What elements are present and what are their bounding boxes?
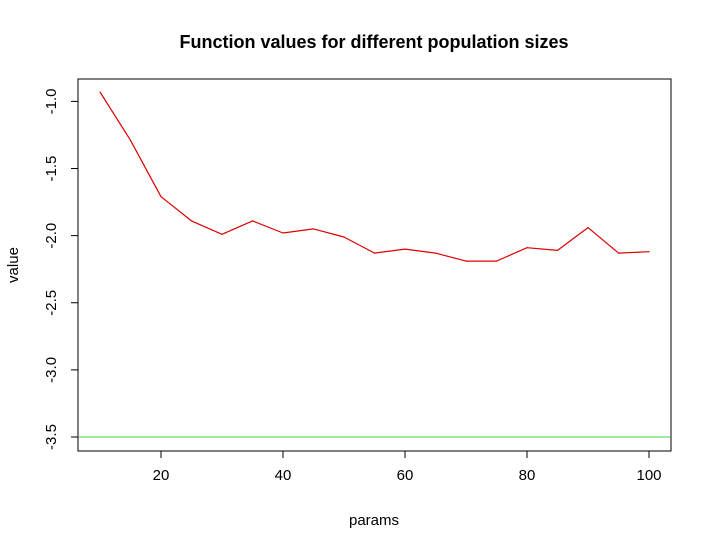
plot-frame [77, 78, 672, 452]
data-point [343, 236, 345, 238]
y-tick-label: -2.5 [43, 290, 60, 316]
data-point [617, 252, 620, 254]
data-point [648, 251, 650, 253]
y-tick-label: -1.5 [43, 156, 60, 182]
x-tick-label: 20 [153, 467, 170, 484]
data-point [99, 91, 101, 93]
data-point [190, 220, 193, 222]
series-line [99, 91, 650, 262]
chart-title: Function values for different population… [179, 32, 568, 52]
x-tick-label: 80 [519, 467, 536, 484]
y-tick-label: -3.5 [43, 424, 60, 450]
data-point [251, 220, 254, 222]
data-point [434, 252, 437, 254]
data-point [129, 139, 132, 141]
series-layer [99, 91, 650, 262]
y-tick-label: -3.0 [43, 357, 60, 383]
data-point [556, 249, 559, 252]
data-point [495, 260, 498, 262]
data-point [282, 232, 284, 234]
data-point [404, 248, 406, 250]
x-tick-label: 40 [275, 467, 292, 484]
data-point [221, 233, 223, 235]
data-point [312, 228, 315, 230]
data-point [373, 252, 376, 254]
y-axis: -1.0 -1.5 -2.0 -2.5 -3.0 -3.5 [43, 88, 79, 450]
data-point [587, 226, 589, 229]
x-axis: 20 40 60 80 100 [153, 450, 662, 484]
x-tick-label: 60 [397, 467, 414, 484]
y-tick-label: -2.0 [43, 223, 60, 249]
y-tick-label: -1.0 [43, 88, 60, 114]
y-axis-label: value [5, 247, 22, 283]
data-point [526, 247, 528, 249]
x-axis-label: params [349, 512, 399, 529]
x-tick-label: 100 [636, 467, 661, 484]
data-point [465, 260, 467, 262]
data-point [160, 196, 162, 198]
